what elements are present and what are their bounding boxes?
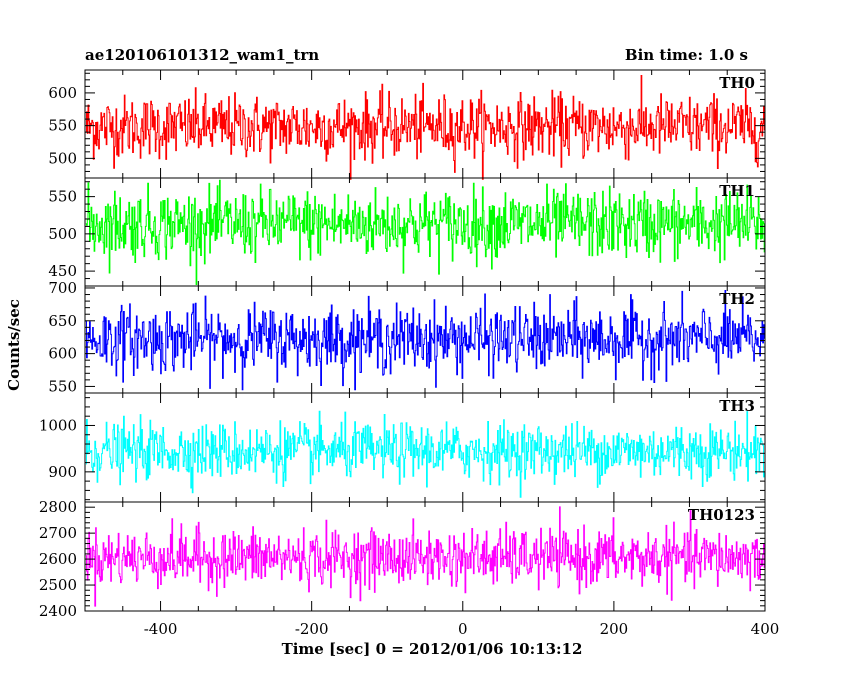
- y-tick-label: 550: [48, 188, 77, 206]
- y-tick-label: 500: [48, 149, 77, 167]
- series-th0123: [85, 506, 765, 607]
- x-tick-label: -400: [144, 620, 178, 638]
- x-tick-label: 200: [600, 620, 629, 638]
- y-tick-label: 700: [48, 279, 77, 297]
- series-th0: [85, 75, 765, 180]
- y-tick-label: 450: [48, 262, 77, 280]
- y-tick-label: 2600: [39, 550, 77, 568]
- y-tick-label: 2800: [39, 498, 77, 516]
- x-tick-label: 400: [751, 620, 780, 638]
- x-tick-label: -200: [295, 620, 329, 638]
- y-tick-label: 600: [48, 84, 77, 102]
- y-tick-label: 900: [48, 463, 77, 481]
- x-axis-label: Time [sec] 0 = 2012/01/06 10:13:12: [282, 640, 583, 658]
- y-tick-label: 550: [48, 377, 77, 395]
- y-tick-label: 2500: [39, 576, 77, 594]
- y-tick-label: 2400: [39, 602, 77, 620]
- y-tick-label: 2700: [39, 524, 77, 542]
- panels-group: 500 550 600 TH0 450 500 550 TH1 550 600 650 700 TH2 9…: [39, 69, 780, 638]
- y-tick-label: 600: [48, 345, 77, 363]
- y-axis-label: Counts/sec: [5, 299, 23, 391]
- panel-label-th0: TH0: [719, 74, 755, 92]
- plot-title: ae120106101312_wam1_trn: [85, 46, 319, 64]
- x-tick-label: 0: [458, 620, 468, 638]
- series-th3: [85, 410, 765, 498]
- panel-label-th0123: TH0123: [688, 506, 755, 524]
- panel-label-th1: TH1: [719, 182, 755, 200]
- panel-label-th3: TH3: [719, 397, 755, 415]
- series-th2: [85, 290, 765, 391]
- panel-label-th2: TH2: [719, 290, 755, 308]
- bin-time-label: Bin time: 1.0 s: [625, 46, 748, 64]
- series-th1: [85, 179, 765, 285]
- y-tick-label: 1000: [39, 416, 77, 434]
- y-tick-label: 650: [48, 312, 77, 330]
- y-tick-label: 500: [48, 225, 77, 243]
- y-tick-label: 550: [48, 117, 77, 135]
